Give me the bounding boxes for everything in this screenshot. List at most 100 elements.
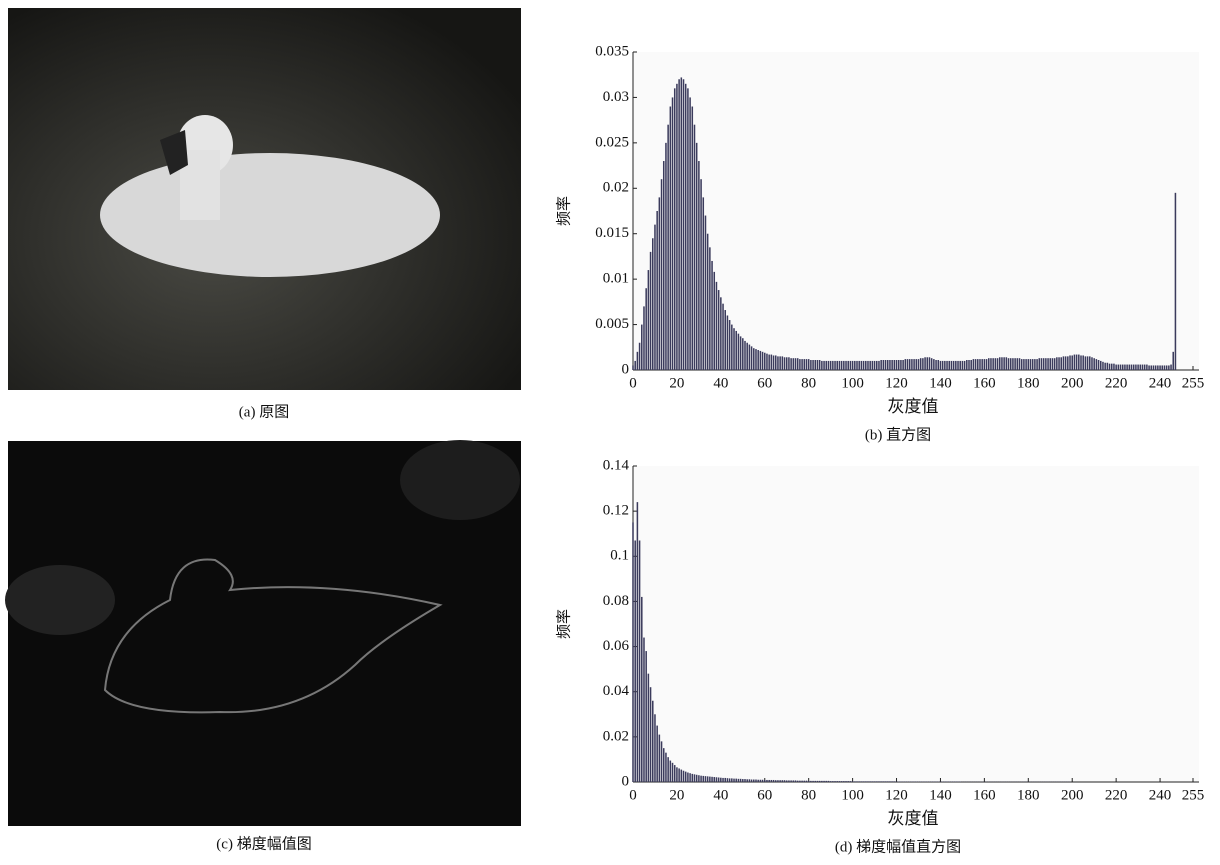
bar <box>1104 363 1106 370</box>
bar <box>810 360 812 370</box>
bar <box>933 359 935 370</box>
bar <box>768 355 770 370</box>
y-tick-label: 0 <box>622 361 630 377</box>
photo-gradient <box>5 440 521 826</box>
bar <box>804 359 806 370</box>
bar <box>1069 355 1071 370</box>
bar <box>1131 365 1133 370</box>
bar <box>744 779 746 782</box>
bar <box>788 780 790 782</box>
bar <box>865 781 867 782</box>
bar <box>830 361 832 370</box>
bar <box>1159 365 1161 370</box>
bar <box>841 781 843 782</box>
bar <box>645 651 647 782</box>
bar <box>1107 363 1109 370</box>
bar <box>751 780 753 782</box>
bar <box>705 776 707 782</box>
bar <box>755 780 757 782</box>
bar <box>716 777 718 782</box>
bar <box>1008 358 1010 370</box>
bar <box>757 350 759 370</box>
bar <box>687 773 689 782</box>
bar <box>720 778 722 782</box>
bar <box>784 780 786 782</box>
bar <box>1080 355 1082 370</box>
bar <box>718 290 720 370</box>
bar <box>854 781 856 782</box>
x-tick-label: 200 <box>1061 787 1084 803</box>
x-tick-label: 200 <box>1061 375 1084 391</box>
bar <box>762 352 764 370</box>
bar <box>771 355 773 370</box>
bar <box>744 341 746 370</box>
bar <box>999 357 1001 370</box>
bar <box>793 358 795 370</box>
bar <box>775 355 777 370</box>
bar <box>659 197 661 370</box>
bar <box>775 780 777 782</box>
bar <box>817 360 819 370</box>
bar <box>1014 358 1016 370</box>
bar <box>757 780 759 782</box>
bar <box>786 357 788 370</box>
bar <box>766 354 768 370</box>
bar <box>858 781 860 782</box>
bar <box>665 143 667 370</box>
bar <box>652 701 654 782</box>
bar <box>872 781 874 782</box>
bar <box>1060 357 1062 370</box>
bar <box>656 726 658 782</box>
bar <box>821 361 823 370</box>
bar <box>786 780 788 782</box>
x-tick-label: 120 <box>885 787 908 803</box>
bar <box>641 325 643 370</box>
bar <box>907 359 909 370</box>
bar <box>1151 365 1153 370</box>
bar <box>1017 358 1019 370</box>
bar <box>1122 365 1124 370</box>
bar <box>876 361 878 370</box>
bar <box>782 356 784 370</box>
bar <box>1098 360 1100 370</box>
bar <box>654 225 656 370</box>
bar <box>674 765 676 782</box>
bar <box>900 360 902 370</box>
bar <box>815 781 817 782</box>
bar <box>918 359 920 370</box>
bar <box>966 360 968 370</box>
bar <box>746 343 748 370</box>
x-axis-label: 灰度值 <box>888 397 939 416</box>
bar <box>1049 358 1051 370</box>
bar <box>1067 356 1069 370</box>
bar <box>885 781 887 782</box>
bar <box>990 358 992 370</box>
x-tick-label: 255 <box>1182 787 1205 803</box>
bar <box>880 360 882 370</box>
bar <box>808 359 810 370</box>
y-tick-label: 0.08 <box>603 593 629 609</box>
bar <box>801 781 803 782</box>
bar <box>795 358 797 370</box>
bar <box>852 781 854 782</box>
bar <box>733 779 735 782</box>
bar <box>874 781 876 782</box>
bar <box>797 358 799 370</box>
bar <box>1023 359 1025 370</box>
bar <box>957 361 959 370</box>
bar <box>1063 356 1065 370</box>
bar <box>992 358 994 370</box>
bar <box>1129 365 1131 370</box>
bar <box>995 358 997 370</box>
bar <box>779 356 781 370</box>
bar <box>817 781 819 782</box>
bar <box>700 179 702 370</box>
bar <box>720 297 722 370</box>
bar <box>773 355 775 370</box>
bar <box>663 748 665 782</box>
bar <box>973 359 975 370</box>
bar <box>977 359 979 370</box>
bar <box>676 84 678 370</box>
bar <box>896 360 898 370</box>
